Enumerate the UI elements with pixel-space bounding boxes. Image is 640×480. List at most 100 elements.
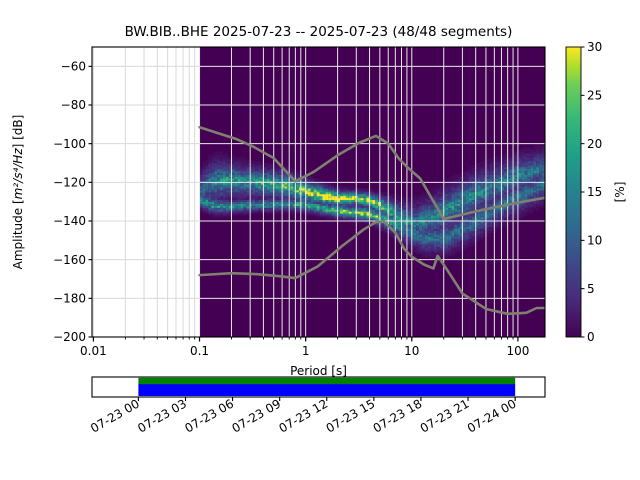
ppsd-bin bbox=[263, 203, 267, 206]
ppsd-bin bbox=[366, 211, 370, 214]
ppsd-bin bbox=[322, 193, 326, 197]
ppsd-bin bbox=[334, 205, 338, 208]
ppsd-bin bbox=[477, 199, 481, 203]
ppsd-bin bbox=[407, 207, 411, 210]
ppsd-bin bbox=[375, 201, 379, 204]
ppsd-bin bbox=[474, 180, 478, 183]
ppsd-bin bbox=[322, 180, 326, 183]
ppsd-bin bbox=[445, 228, 449, 232]
ppsd-bin bbox=[439, 190, 443, 193]
ppsd-bin bbox=[407, 203, 411, 206]
ppsd-bin bbox=[457, 222, 461, 226]
ppsd-bin bbox=[261, 170, 264, 174]
ppsd-bin bbox=[448, 242, 452, 245]
ppsd-bin bbox=[237, 190, 241, 193]
ppsd-bin bbox=[445, 197, 449, 201]
ppsd-bin bbox=[483, 182, 487, 185]
ppsd-bin bbox=[422, 232, 425, 235]
ppsd-bin bbox=[217, 182, 221, 185]
ppsd-bin bbox=[395, 238, 399, 241]
ppsd-bin bbox=[521, 197, 525, 201]
ppsd-bin bbox=[536, 192, 540, 195]
ppsd-bin bbox=[433, 221, 437, 224]
ppsd-bin bbox=[372, 207, 376, 210]
ppsd-bin bbox=[228, 168, 232, 172]
ppsd-bin bbox=[293, 197, 297, 201]
ppsd-bin bbox=[501, 163, 505, 166]
data-coverage-blue[interactable] bbox=[138, 384, 516, 396]
ppsd-bin bbox=[331, 217, 335, 220]
ppsd-bin bbox=[422, 209, 425, 212]
ppsd-bin bbox=[524, 193, 528, 197]
ppsd-bin bbox=[468, 213, 472, 216]
ppsd-bin bbox=[460, 172, 464, 175]
ppsd-bin bbox=[451, 213, 455, 216]
ppsd-bin bbox=[521, 205, 525, 208]
ppsd-bin bbox=[340, 217, 343, 220]
ppsd-bin bbox=[468, 188, 472, 191]
ppsd-bin bbox=[275, 193, 279, 197]
ppsd-bin bbox=[480, 224, 484, 228]
ppsd-bin bbox=[539, 155, 543, 158]
x-tick-label: 0.1 bbox=[190, 344, 209, 358]
ppsd-bin bbox=[439, 238, 443, 241]
ppsd-bin bbox=[345, 213, 349, 216]
ppsd-bin bbox=[527, 155, 531, 158]
ppsd-bin bbox=[424, 234, 428, 237]
ppsd-bin bbox=[448, 250, 452, 253]
data-coverage-green[interactable] bbox=[138, 377, 516, 385]
ppsd-bin bbox=[457, 180, 461, 183]
ppsd-bin bbox=[369, 199, 373, 203]
ppsd-bin bbox=[509, 170, 513, 174]
ppsd-bin bbox=[533, 153, 537, 156]
ppsd-bin bbox=[214, 190, 218, 193]
ppsd-bin bbox=[322, 209, 326, 212]
ppsd-bin bbox=[483, 222, 487, 226]
data-coverage-axes[interactable] bbox=[91, 376, 546, 398]
ppsd-bin bbox=[465, 217, 469, 220]
ppsd-bin bbox=[252, 188, 256, 191]
ppsd-bin bbox=[205, 184, 209, 187]
ppsd-bin bbox=[389, 199, 393, 203]
ppsd-bin bbox=[419, 199, 423, 203]
ppsd-bin bbox=[237, 161, 241, 164]
ppsd-bin bbox=[416, 224, 420, 228]
ppsd-bin bbox=[389, 222, 393, 226]
ppsd-bin bbox=[234, 163, 238, 166]
ppsd-bin bbox=[383, 205, 387, 208]
ppsd-bin bbox=[457, 230, 461, 233]
ppsd-bin bbox=[284, 186, 288, 189]
ppsd-bin bbox=[460, 226, 464, 230]
ppsd-bin bbox=[220, 176, 223, 179]
ppsd-bin bbox=[542, 145, 545, 148]
ppsd-bin bbox=[413, 209, 417, 212]
ppsd-bin bbox=[433, 228, 437, 232]
ppsd-bin bbox=[225, 155, 229, 158]
time-tick-label: 07-23 21 bbox=[418, 396, 472, 435]
ppsd-bin bbox=[518, 193, 522, 197]
ppsd-bin bbox=[518, 178, 522, 181]
ppsd-bin bbox=[427, 213, 431, 216]
ppsd-bin bbox=[211, 161, 215, 164]
ppsd-bin bbox=[363, 207, 367, 210]
ppsd-bin bbox=[445, 215, 449, 218]
ppsd-bin bbox=[225, 188, 229, 191]
ppsd-bin bbox=[281, 170, 285, 174]
ppsd-bin bbox=[419, 228, 423, 232]
ppsd-bin bbox=[269, 201, 273, 204]
ppsd-bin bbox=[266, 180, 270, 183]
ppsd-bin bbox=[536, 161, 540, 164]
ppsd-bin bbox=[266, 163, 270, 166]
ppsd-bin bbox=[504, 170, 507, 174]
ppsd-bin bbox=[483, 188, 487, 191]
ppsd-bin bbox=[199, 184, 203, 187]
ppsd-bin bbox=[258, 207, 262, 210]
ppsd-bin bbox=[489, 222, 493, 226]
colorbar-tick-label: 5 bbox=[587, 282, 595, 296]
ppsd-bin bbox=[392, 215, 396, 218]
ppsd-bin bbox=[310, 199, 314, 203]
ppsd-bin bbox=[489, 166, 493, 170]
ppsd-bin bbox=[307, 197, 311, 201]
ppsd-bin bbox=[530, 203, 534, 206]
ppsd-bin bbox=[389, 197, 393, 201]
